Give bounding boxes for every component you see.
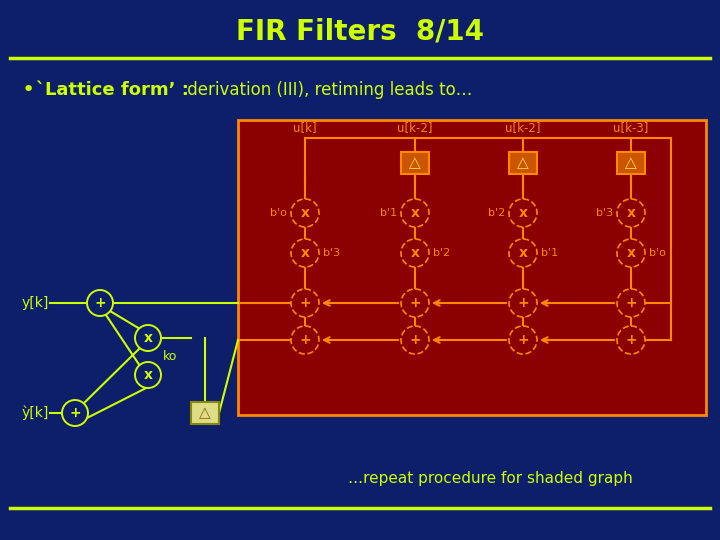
Text: b'o: b'o — [649, 248, 666, 258]
Bar — [509, 152, 537, 174]
Text: x: x — [143, 368, 153, 382]
Text: b'o: b'o — [270, 208, 287, 218]
Text: x: x — [300, 246, 310, 260]
Circle shape — [617, 239, 645, 267]
Circle shape — [509, 289, 537, 317]
Circle shape — [135, 325, 161, 351]
Text: △: △ — [409, 156, 421, 171]
Text: △: △ — [517, 156, 529, 171]
Text: •: • — [22, 80, 35, 100]
Text: x: x — [518, 206, 528, 220]
Circle shape — [291, 239, 319, 267]
Text: u[k-3]: u[k-3] — [613, 122, 649, 134]
Circle shape — [401, 326, 429, 354]
Bar — [191, 402, 219, 424]
Bar — [401, 152, 429, 174]
Circle shape — [617, 326, 645, 354]
Circle shape — [401, 289, 429, 317]
Text: △: △ — [625, 156, 637, 171]
Circle shape — [509, 326, 537, 354]
Text: x: x — [143, 331, 153, 345]
Text: b'1: b'1 — [541, 248, 558, 258]
Text: x: x — [300, 206, 310, 220]
Circle shape — [87, 290, 113, 316]
Circle shape — [291, 326, 319, 354]
Circle shape — [291, 289, 319, 317]
Text: +: + — [69, 406, 81, 420]
Circle shape — [617, 199, 645, 227]
Text: ko: ko — [163, 350, 177, 363]
Text: u[k-2]: u[k-2] — [505, 122, 541, 134]
Text: +: + — [625, 333, 636, 347]
Text: +: + — [517, 296, 528, 310]
Text: …repeat procedure for shaded graph: …repeat procedure for shaded graph — [348, 470, 632, 485]
Text: x: x — [626, 246, 636, 260]
Circle shape — [617, 289, 645, 317]
Text: `Lattice form’ :: `Lattice form’ : — [36, 81, 189, 99]
Text: b'1: b'1 — [380, 208, 397, 218]
Bar — [238, 120, 706, 415]
Text: y[k]: y[k] — [22, 296, 50, 310]
Circle shape — [401, 239, 429, 267]
Text: b'3: b'3 — [596, 208, 613, 218]
Text: +: + — [409, 296, 420, 310]
Circle shape — [62, 400, 88, 426]
Bar — [617, 152, 645, 174]
Text: ỳ[k]: ỳ[k] — [22, 406, 50, 420]
Text: +: + — [94, 296, 106, 310]
Circle shape — [291, 199, 319, 227]
Text: +: + — [517, 333, 528, 347]
Text: x: x — [410, 246, 420, 260]
Text: +: + — [300, 333, 311, 347]
Text: x: x — [410, 206, 420, 220]
Text: derivation (III), retiming leads to…: derivation (III), retiming leads to… — [182, 81, 472, 99]
Text: x: x — [626, 206, 636, 220]
Text: △: △ — [199, 406, 211, 421]
Circle shape — [509, 199, 537, 227]
Text: b'3: b'3 — [323, 248, 340, 258]
Text: b'2: b'2 — [433, 248, 450, 258]
Circle shape — [509, 239, 537, 267]
Text: +: + — [409, 333, 420, 347]
Text: x: x — [518, 246, 528, 260]
Text: +: + — [625, 296, 636, 310]
Text: u[k-2]: u[k-2] — [397, 122, 433, 134]
Text: +: + — [300, 296, 311, 310]
Circle shape — [401, 199, 429, 227]
Circle shape — [135, 362, 161, 388]
Text: FIR Filters  8/14: FIR Filters 8/14 — [236, 18, 484, 46]
Text: b'2: b'2 — [487, 208, 505, 218]
Text: u[k]: u[k] — [293, 122, 317, 134]
